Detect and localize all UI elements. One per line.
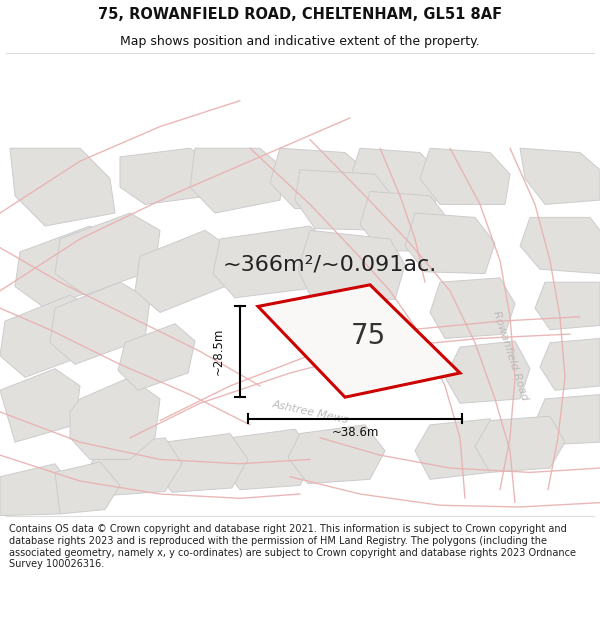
Text: Ashtree Mews: Ashtree Mews xyxy=(271,399,349,425)
Text: Map shows position and indicative extent of the property.: Map shows position and indicative extent… xyxy=(120,35,480,48)
Text: 75, ROWANFIELD ROAD, CHELTENHAM, GL51 8AF: 75, ROWANFIELD ROAD, CHELTENHAM, GL51 8A… xyxy=(98,8,502,22)
Polygon shape xyxy=(0,295,100,378)
Polygon shape xyxy=(445,341,530,403)
Polygon shape xyxy=(15,226,120,308)
Polygon shape xyxy=(50,282,150,364)
Polygon shape xyxy=(475,416,565,472)
Polygon shape xyxy=(88,438,182,496)
Text: ~28.5m: ~28.5m xyxy=(212,328,224,376)
Polygon shape xyxy=(120,148,215,204)
Polygon shape xyxy=(258,285,460,398)
Text: 75: 75 xyxy=(350,322,386,350)
Polygon shape xyxy=(10,148,115,226)
Polygon shape xyxy=(520,217,600,274)
Polygon shape xyxy=(0,464,75,516)
Text: ~366m²/~0.091ac.: ~366m²/~0.091ac. xyxy=(223,255,437,275)
Text: ~38.6m: ~38.6m xyxy=(331,426,379,439)
Polygon shape xyxy=(535,282,600,330)
Polygon shape xyxy=(295,170,395,231)
Polygon shape xyxy=(213,226,335,298)
Polygon shape xyxy=(298,231,405,299)
Polygon shape xyxy=(350,148,440,204)
Polygon shape xyxy=(55,213,160,295)
Polygon shape xyxy=(540,338,600,390)
Polygon shape xyxy=(118,324,195,390)
Polygon shape xyxy=(420,148,510,204)
Text: Contains OS data © Crown copyright and database right 2021. This information is : Contains OS data © Crown copyright and d… xyxy=(9,524,576,569)
Polygon shape xyxy=(360,191,450,252)
Polygon shape xyxy=(288,425,385,484)
Polygon shape xyxy=(135,231,230,312)
Polygon shape xyxy=(270,148,370,209)
Polygon shape xyxy=(405,213,495,274)
Polygon shape xyxy=(190,148,285,213)
Polygon shape xyxy=(55,462,120,514)
Polygon shape xyxy=(152,434,248,492)
Polygon shape xyxy=(535,394,600,445)
Polygon shape xyxy=(70,378,160,459)
Polygon shape xyxy=(0,369,80,442)
Polygon shape xyxy=(520,148,600,204)
Polygon shape xyxy=(415,419,505,479)
Text: Rowanfield Road: Rowanfield Road xyxy=(491,309,529,402)
Polygon shape xyxy=(430,278,515,338)
Polygon shape xyxy=(220,429,315,490)
